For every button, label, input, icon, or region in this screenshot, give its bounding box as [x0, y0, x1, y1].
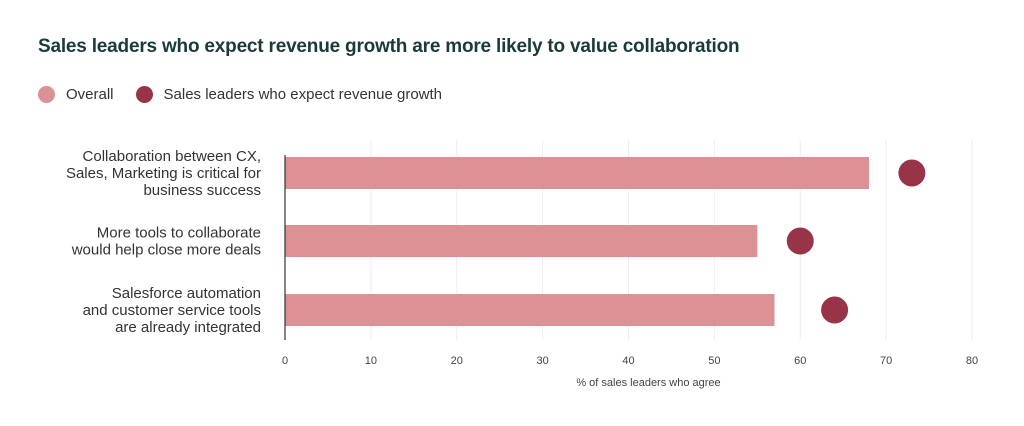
category-label-line: Sales, Marketing is critical for: [66, 165, 261, 182]
legend-label-overall: Overall: [66, 86, 114, 103]
x-tick-label-50: 50: [708, 355, 720, 367]
category-label-line: are already integrated: [115, 319, 261, 336]
legend-item-overall: Overall: [38, 86, 114, 103]
legend-label-growth: Sales leaders who expect revenue growth: [163, 86, 443, 103]
category-label-line: would help close more deals: [71, 242, 261, 259]
bar-overall-1: [285, 225, 758, 257]
bar-overall-2: [285, 294, 775, 326]
chart-title: Sales leaders who expect revenue growth …: [38, 36, 740, 57]
category-label-0: Collaboration between CX, Sales, Marketin…: [66, 148, 261, 199]
x-tick-label-20: 20: [451, 355, 463, 367]
category-label-line: Salesforce automation: [112, 285, 261, 302]
bar-overall-0: [285, 157, 869, 189]
legend-swatch-growth: [135, 86, 153, 103]
category-label-1: More tools to collaborate would help clos…: [71, 225, 261, 259]
x-tick-label-40: 40: [622, 355, 634, 367]
dot-growth-1: [786, 227, 814, 255]
legend: Overall Sales leaders who expect revenue…: [38, 86, 464, 103]
x-tick-label-80: 80: [966, 355, 978, 367]
x-tick-label-70: 70: [880, 355, 892, 367]
x-tick-label-60: 60: [794, 355, 806, 367]
dot-growth-2: [821, 296, 849, 324]
x-tick-label-10: 10: [365, 355, 377, 367]
legend-swatch-overall: [38, 86, 55, 103]
x-tick-label-0: 0: [282, 355, 288, 367]
legend-item-growth: Sales leaders who expect revenue growth: [135, 86, 443, 103]
dot-growth-0: [898, 159, 926, 187]
x-tick-label-30: 30: [537, 355, 549, 367]
category-label-line: Collaboration between CX,: [83, 148, 261, 165]
category-label-line: and customer service tools: [83, 302, 261, 319]
x-axis-title: % of sales leaders who agree: [576, 377, 720, 389]
category-label-line: business success: [143, 182, 261, 199]
category-label-2: Salesforce automation and customer servic…: [83, 285, 261, 336]
category-label-line: More tools to collaborate: [97, 225, 261, 242]
